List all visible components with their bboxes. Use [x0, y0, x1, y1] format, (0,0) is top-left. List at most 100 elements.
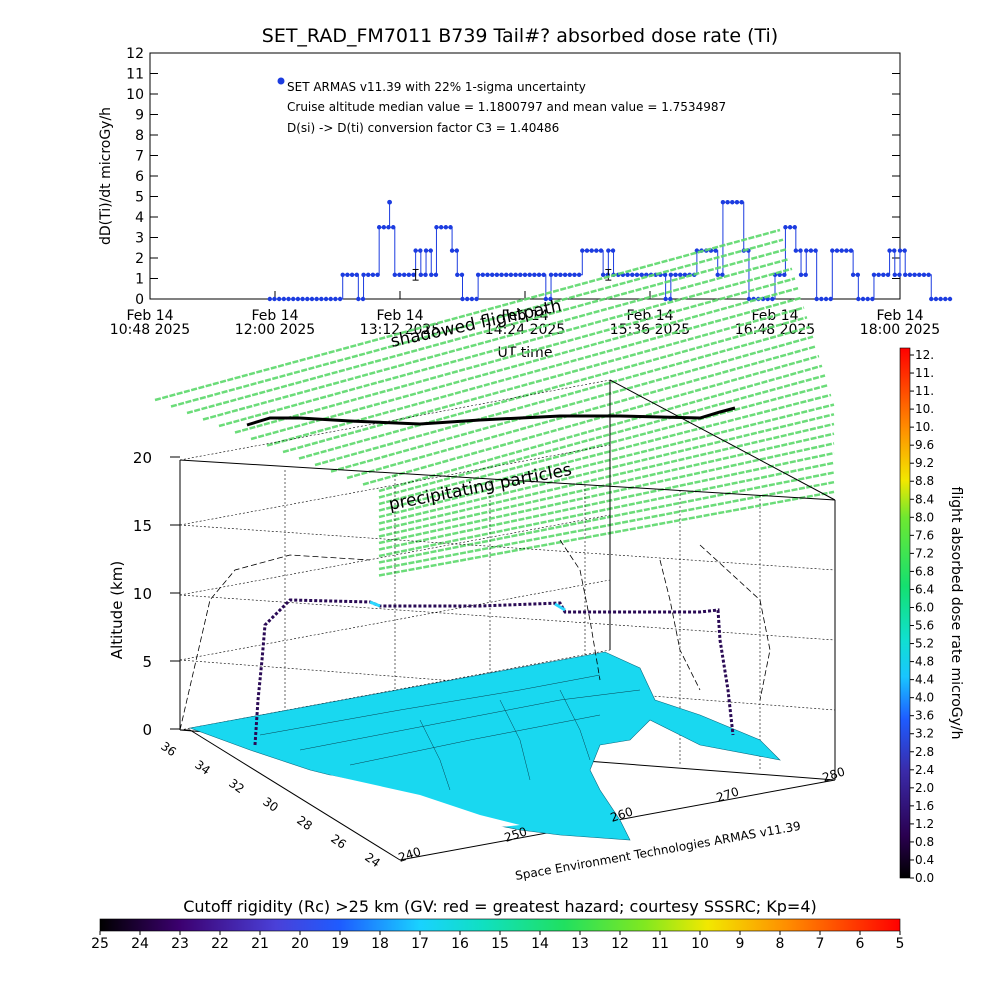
dose-rate-point [328, 296, 333, 302]
particle-stripe [314, 325, 811, 467]
particle-stripe [330, 335, 814, 473]
particle-stripe [218, 267, 793, 428]
dose-colorbar-tick-label: 10. [915, 402, 934, 416]
dose-rate-point [418, 272, 424, 278]
dose-rate-point [594, 248, 599, 253]
particle-stripe [378, 471, 835, 564]
x-tick-label-date: Feb 14 [876, 308, 923, 324]
dose-rate-point [828, 296, 833, 302]
dose-rate-point [830, 248, 835, 253]
dose-rate-point [513, 272, 518, 278]
dose-rate-point [443, 225, 449, 230]
dose-rate-point [938, 296, 943, 302]
dose-rate-point [589, 248, 594, 253]
rigidity-colorbar-tick-label: 12 [611, 936, 629, 952]
dose-rate-point [464, 296, 470, 302]
dose-rate-point [808, 248, 814, 253]
particle-stripe [378, 432, 835, 538]
rigidity-colorbar-tick-label: 6 [856, 936, 865, 952]
dose-colorbar-tick-label: 6.4 [915, 582, 934, 596]
dose-rate-point [792, 225, 797, 230]
latitude-tick-label: 34 [192, 757, 213, 777]
dose-colorbar-tick-label: 9.2 [915, 456, 934, 470]
rigidity-colorbar-tick-label: 9 [736, 936, 745, 952]
rigidity-colorbar-tick-label: 13 [571, 936, 589, 952]
x-tick-label-date: Feb 14 [126, 308, 173, 324]
legend-median-mean: Cruise altitude median value = 1.1800797… [287, 100, 726, 114]
dose-rate-point [361, 272, 366, 278]
dose-rate-point [855, 272, 861, 278]
dose-rate-point [921, 272, 927, 278]
y-tick-label: 0 [135, 292, 144, 308]
latitude-tick-label: 28 [294, 813, 315, 833]
longitude-tick-label: 240 [397, 844, 423, 864]
x-tick-label-date: Feb 14 [626, 308, 673, 324]
dose-colorbar-tick-label: 2.0 [915, 781, 934, 795]
dose-rate-point [345, 272, 350, 278]
particle-stripe [378, 442, 835, 545]
dose-colorbar-tick-label: 12. [915, 348, 934, 362]
map-ground [188, 651, 781, 841]
dose-colorbar-tick-label: 1.2 [915, 817, 934, 831]
y-tick-label: 1 [135, 272, 144, 288]
x-tick-label-time: 12:00 2025 [235, 322, 315, 338]
dose-rate-point [548, 296, 553, 302]
dose-rate-point [323, 296, 329, 302]
x-tick-label-time: 13:12 2025 [360, 322, 440, 338]
dose-rate-point [668, 272, 674, 278]
dose-colorbar-tick-label: 3.2 [915, 727, 934, 741]
dose-colorbar-tick-label: 9.6 [915, 438, 934, 452]
dose-rate-point [871, 272, 877, 278]
dose-rate-point [485, 272, 490, 278]
dose-rate-point [720, 272, 725, 278]
dose-rate-point [715, 272, 720, 278]
rigidity-colorbar-tick-label: 8 [776, 936, 785, 952]
dose-rate-point [730, 200, 735, 205]
dose-rate-point [625, 272, 630, 278]
dose-colorbar-tick-label: 4.0 [915, 691, 934, 705]
altitude-tick-label: 5 [142, 653, 152, 671]
dose-rate-point [475, 272, 481, 278]
dose-rate-point [885, 272, 891, 278]
dose-rate-point [917, 272, 922, 278]
particle-stripe [170, 238, 784, 408]
dose-rate-point [600, 272, 606, 278]
y-tick-label: 7 [135, 149, 144, 165]
rigidity-colorbar-tick-label: 22 [211, 936, 229, 952]
dose-rate-point [814, 296, 819, 302]
dose-rate-point [860, 296, 866, 302]
particle-stripe [298, 316, 808, 460]
dose-rate-point [309, 296, 315, 302]
dose-rate-point [337, 296, 343, 302]
dose-rate-point [469, 296, 475, 302]
dose-rate-point [553, 272, 558, 278]
dose-rate-point [823, 296, 829, 302]
dose-colorbar-tick-label: 5.6 [915, 619, 934, 633]
longitude-tick-label: 260 [609, 804, 635, 824]
x-tick-label-date: Feb 14 [251, 308, 298, 324]
map-white-gulf [330, 775, 520, 830]
cutoff-rigidity-label: Cutoff rigidity (Rc) >25 km (GV: red = g… [183, 897, 817, 916]
legend-marker-label: SET ARMAS v11.39 with 22% 1-sigma uncert… [287, 80, 586, 94]
dose-rate-point [494, 272, 500, 278]
dose-rate-point [366, 272, 371, 278]
dose-colorbar-tick-label: 11. [915, 366, 934, 380]
dose-rate-point [504, 272, 509, 278]
dose-rate-point [782, 272, 787, 278]
dose-rate-point [381, 225, 387, 230]
dose-rate-point [834, 248, 840, 253]
dose-rate-point [673, 272, 678, 278]
dose-colorbar-tick-label: 2.4 [915, 763, 934, 777]
dose-colorbar-tick-label: 1.6 [915, 799, 934, 813]
dose-rate-point [739, 200, 744, 205]
dose-rate-point [434, 225, 439, 230]
dose-rate-point [314, 296, 319, 302]
rigidity-colorbar-tick-label: 24 [131, 936, 149, 952]
y-tick-label: 10 [126, 87, 144, 103]
dose-colorbar-tick-label: 0.4 [915, 853, 934, 867]
precipitating-particle-lines [154, 228, 835, 577]
dose-rate-point [943, 296, 948, 302]
cutoff-rigidity-colorbar: Cutoff rigidity (Rc) >25 km (GV: red = g… [91, 897, 904, 952]
dose-rate-point [793, 248, 799, 253]
latitude-tick-label: 32 [226, 776, 247, 796]
